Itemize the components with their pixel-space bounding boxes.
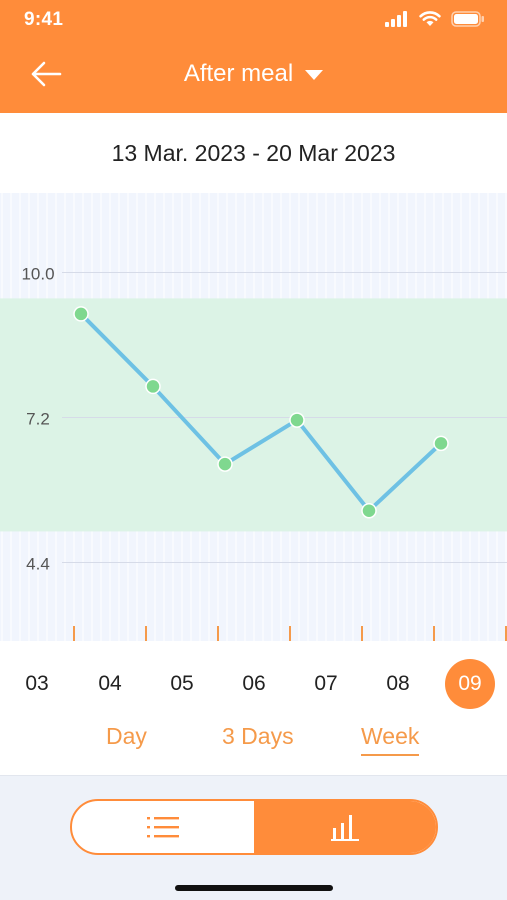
list-icon (147, 817, 179, 838)
day-07[interactable]: 07 (314, 672, 338, 695)
day-09[interactable]: 09 (445, 659, 495, 709)
tab-week[interactable]: Week (361, 723, 420, 756)
home-indicator (175, 885, 333, 891)
page-title: After meal (183, 60, 294, 87)
back-arrow-icon (31, 61, 62, 87)
data-point-06 (217, 456, 233, 472)
y-tick-label: 4.4 (26, 555, 50, 574)
list-view-button[interactable] (72, 801, 254, 853)
data-point-09 (433, 435, 449, 452)
glucose-chart: 10.0 7.2 4.4 (0, 193, 507, 641)
status-icons (385, 11, 485, 27)
y-tick-label: 10.0 (21, 265, 54, 284)
data-point-08 (361, 502, 377, 519)
day-03[interactable]: 03 (25, 672, 49, 695)
tab-3-days[interactable]: 3 Days (222, 723, 294, 749)
view-toggle (70, 799, 438, 855)
day-selector: 03 04 05 06 07 08 09 (0, 641, 507, 719)
data-point-07 (289, 412, 305, 428)
signal-icon (385, 11, 407, 27)
divider (0, 775, 507, 776)
range-tabs: Day 3 Days Week (0, 719, 507, 775)
battery-icon (451, 11, 484, 27)
day-04[interactable]: 04 (98, 672, 122, 695)
day-05[interactable]: 05 (170, 672, 194, 695)
header: 9:41 After m (0, 0, 507, 113)
day-06[interactable]: 06 (242, 672, 266, 695)
date-range: 13 Mar. 2023 - 20 Mar 2023 (111, 139, 396, 166)
series-line (79, 311, 443, 513)
target-range-band (0, 298, 507, 532)
tab-day[interactable]: Day (106, 723, 147, 749)
data-point-04 (73, 306, 89, 322)
chart-svg: 10.0 7.2 4.4 (0, 193, 507, 641)
caret-down-icon (305, 70, 324, 80)
y-tick-label: 7.2 (26, 410, 50, 429)
bar-chart-icon (331, 815, 359, 841)
data-point-05 (145, 378, 161, 395)
chart-view-button[interactable] (254, 801, 436, 853)
wifi-icon (419, 11, 441, 26)
status-time: 9:41 (24, 9, 64, 30)
day-08[interactable]: 08 (386, 672, 410, 695)
meal-selector[interactable]: After meal (0, 54, 507, 94)
bottom-bar (0, 776, 507, 900)
back-button[interactable] (30, 60, 62, 88)
